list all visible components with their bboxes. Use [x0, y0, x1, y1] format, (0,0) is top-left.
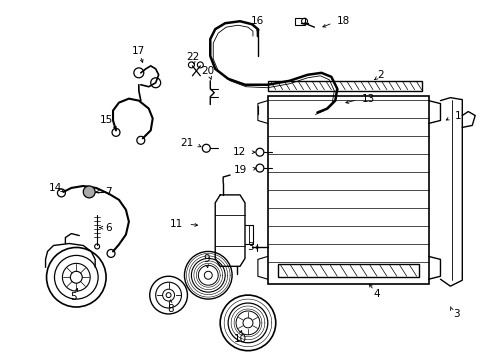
- Text: 7: 7: [105, 187, 111, 197]
- Text: 11: 11: [170, 219, 183, 229]
- Text: 1: 1: [453, 111, 460, 121]
- Text: 16: 16: [251, 16, 264, 26]
- Bar: [267, 96, 427, 284]
- Text: 14: 14: [49, 183, 62, 193]
- Text: 8: 8: [167, 304, 174, 314]
- Text: 9: 9: [203, 255, 209, 264]
- Text: 15: 15: [100, 116, 113, 126]
- Text: 3: 3: [247, 243, 253, 252]
- Circle shape: [83, 186, 95, 198]
- Bar: [277, 264, 418, 277]
- Text: 10: 10: [233, 334, 246, 344]
- Text: 19: 19: [233, 165, 246, 175]
- Text: 18: 18: [337, 16, 350, 26]
- Text: 4: 4: [373, 289, 380, 299]
- Text: 20: 20: [202, 66, 214, 76]
- Text: 17: 17: [132, 46, 145, 56]
- Text: 2: 2: [377, 70, 384, 80]
- Bar: [267, 81, 421, 91]
- Text: 21: 21: [180, 138, 193, 148]
- Text: 6: 6: [105, 222, 111, 233]
- Text: 13: 13: [361, 94, 375, 104]
- Bar: [294, 18, 304, 25]
- Text: 5: 5: [70, 292, 77, 302]
- Text: 12: 12: [232, 147, 245, 157]
- Text: 3: 3: [452, 309, 459, 319]
- Text: 22: 22: [185, 52, 199, 62]
